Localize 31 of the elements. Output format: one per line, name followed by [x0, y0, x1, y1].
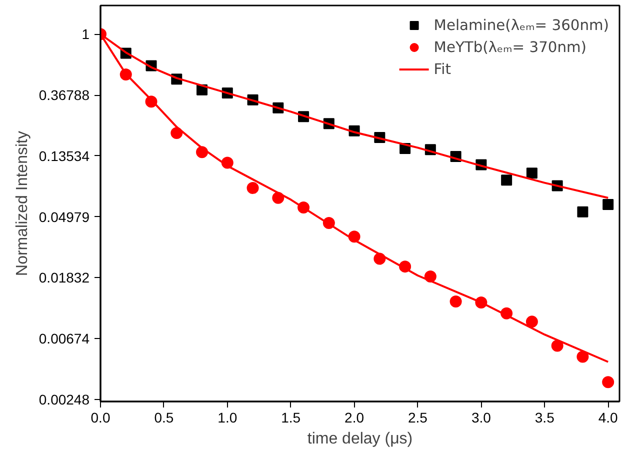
point: [501, 174, 512, 186]
point: [526, 168, 538, 179]
x-tick-label: 2.5: [408, 410, 428, 426]
y-tick-label: 0.01832: [38, 270, 90, 286]
x-tick-label: 3.0: [471, 410, 492, 426]
y-tick-label: 0.00248: [38, 392, 90, 408]
x-tick-label: 2.0: [344, 410, 364, 426]
y-tick-label: 0.00674: [38, 330, 90, 347]
point: [577, 206, 588, 218]
x-tick-label: 0.5: [154, 410, 174, 426]
point: [602, 376, 614, 388]
x-tick-label: 1.5: [281, 410, 301, 426]
y-tick-label: 1: [82, 26, 90, 42]
y-tick-label: 0.13534: [38, 148, 90, 164]
y-tick-label: 0.36788: [38, 87, 90, 104]
point: [576, 350, 589, 363]
legend-label: Melamine(λₑₘ= 360nm): [434, 16, 609, 34]
x-tick-label: 4.0: [598, 410, 618, 426]
y-tick-label: 0.04979: [38, 208, 90, 225]
point: [526, 316, 538, 328]
x-tick-label: 0.0: [90, 410, 110, 426]
point: [551, 340, 564, 352]
legend-label: MeYTb(λₑₘ= 370nm): [434, 38, 586, 56]
x-tick-label: 1.0: [218, 410, 238, 426]
point: [246, 182, 259, 194]
legend-label: Fit: [434, 60, 452, 78]
point: [602, 198, 614, 210]
point: [450, 295, 462, 308]
x-axis-title: time delay (μs): [307, 430, 413, 448]
x-tick-label: 3.5: [534, 410, 555, 426]
y-axis-title: Normalized Intensity: [14, 131, 31, 276]
